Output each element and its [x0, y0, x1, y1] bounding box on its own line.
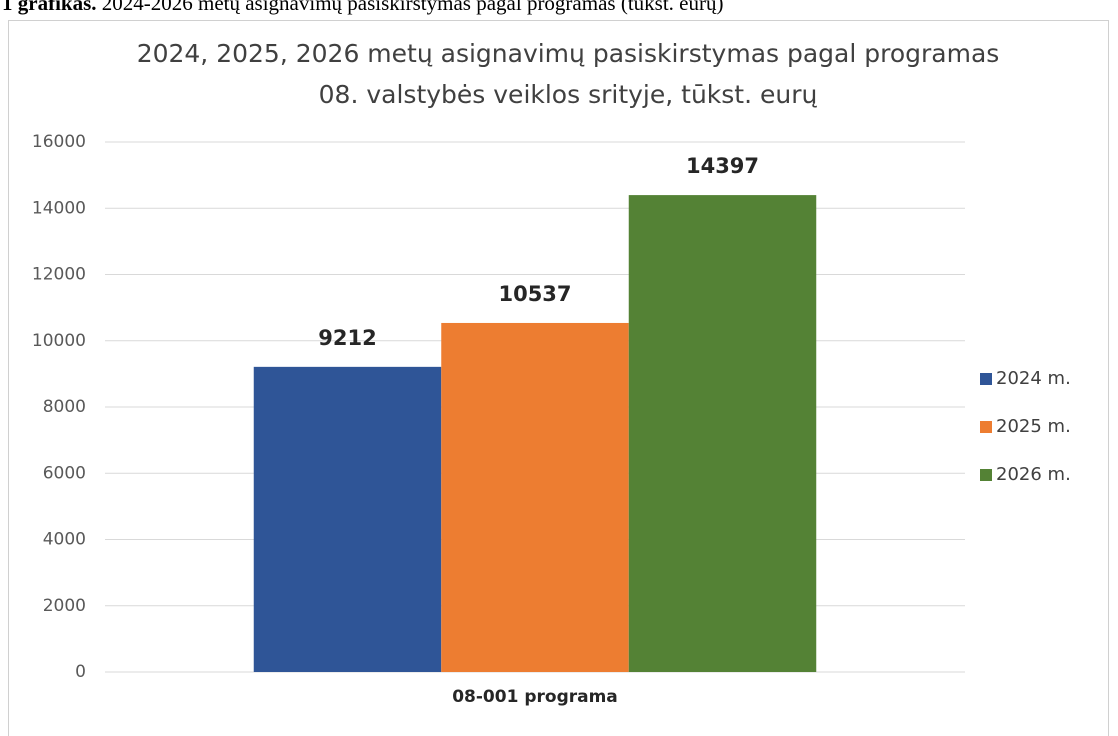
x-tick-label: 08-001 programa — [452, 687, 618, 707]
legend-label: 2024 m. — [996, 368, 1071, 389]
legend-label: 2026 m. — [996, 464, 1071, 485]
y-tick-label: 4000 — [43, 530, 86, 550]
legend-swatch — [980, 373, 992, 385]
y-tick-label: 2000 — [43, 596, 86, 616]
y-tick-label: 14000 — [32, 198, 86, 218]
y-tick-label: 0 — [75, 662, 86, 682]
caption-label: 1 grafikas. — [2, 0, 97, 15]
caption: 1 grafikas. 2024-2026 metų asignavimų pa… — [2, 0, 723, 16]
y-tick-label: 8000 — [43, 397, 86, 417]
legend-label: 2025 m. — [996, 416, 1071, 437]
legend-swatch — [980, 469, 992, 481]
bar — [628, 195, 817, 673]
caption-text: 2024-2026 metų asignavimų pasiskirstymas… — [101, 0, 724, 15]
y-tick-label: 12000 — [32, 265, 86, 285]
bar — [253, 366, 442, 672]
y-tick-label: 6000 — [43, 463, 86, 483]
chart-title: 08. valstybės veiklos srityje, tūkst. eu… — [319, 80, 818, 109]
bar — [441, 322, 629, 672]
data-label: 9212 — [318, 326, 376, 350]
y-tick-label: 10000 — [32, 331, 86, 351]
data-label: 10537 — [498, 282, 571, 306]
chart-title: 2024, 2025, 2026 metų asignavimų pasiski… — [137, 39, 1000, 68]
y-tick-label: 16000 — [32, 132, 86, 152]
legend-swatch — [980, 421, 992, 433]
data-label: 14397 — [686, 154, 759, 178]
